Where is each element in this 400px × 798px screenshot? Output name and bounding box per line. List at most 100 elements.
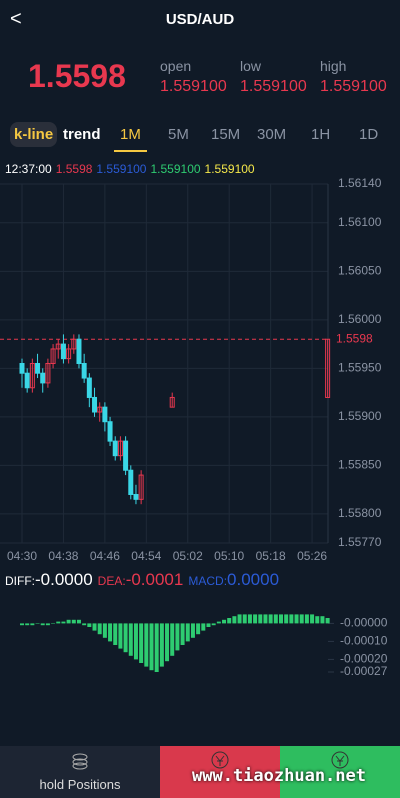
macd-bar [25,623,30,626]
candle-body [97,406,103,413]
macd-bar [289,614,294,624]
x-tick-label: 05:18 [256,549,286,563]
candle-body [35,363,41,374]
x-tick-label: 04:54 [131,549,161,563]
hold-button[interactable]: hold Positions [0,746,160,798]
macd-bar [315,616,320,624]
macd-bar [35,623,40,624]
x-tick-label: 05:10 [214,549,244,563]
candle-body [123,440,129,471]
macd-bar [227,618,232,624]
candle-body [50,348,56,365]
macd-bar [76,619,81,624]
candle-body [133,493,139,500]
hold-label: hold Positions [39,777,121,792]
sell-button[interactable] [160,746,280,798]
macd-bar [154,623,159,672]
info-line: 12:37:00 1.5598 1.559100 1.559100 1.559100 [5,160,259,178]
candle-body [55,343,61,350]
macd-bar [66,619,71,624]
macd-bar [279,614,283,624]
y-tick-label: -0.00000 [340,616,388,630]
candle-body [138,474,144,500]
info-value: 1.5598 [55,162,93,176]
x-tick-label: 04:46 [90,549,120,563]
indicator-value: -0.0001 [125,570,184,589]
chart: 1.56140 1.56100 1.56050 1.56000 1.55950 1.559… [0,176,388,678]
candle-body [19,363,25,374]
stat: low 1.559100 [240,58,307,96]
macd-bar [128,623,133,656]
stat-label: open [160,58,192,74]
tab[interactable]: 30M [257,126,287,143]
macd-bar [139,623,144,663]
macd-bar [56,621,61,624]
candle-body [117,440,123,457]
tab[interactable]: trend [63,126,101,143]
macd-bar [92,623,97,631]
macd-bar [325,618,330,624]
stat-value: 1.559100 [160,78,227,95]
buy-button[interactable] [280,746,400,798]
indicator-label: DIFF: [5,574,35,588]
x-tick-label: 04:38 [48,549,78,563]
y-tick-label: 1.55900 [338,409,382,423]
candle-body [86,377,92,398]
y-tick-label: -0.00020 [340,652,388,666]
candle-body [92,396,98,413]
stat: open 1.559100 [160,58,227,96]
macd-bar [165,623,170,662]
price: 1.5598 [28,58,126,94]
tab[interactable]: 5M [168,126,189,143]
macd-bar [123,623,128,653]
macd-bar [211,623,216,626]
macd-bar [61,621,66,624]
tab[interactable]: k-line [10,122,58,147]
tab[interactable]: 15M [211,126,241,143]
macd-bar [102,623,107,638]
candle-body [102,406,108,423]
candle-body [128,469,134,495]
candle-body [40,372,46,384]
tab[interactable]: 1H [311,126,331,143]
stat-label: low [240,58,262,74]
macd-bar [108,623,113,642]
tab[interactable]: 1D [359,126,379,143]
macd-header: DIFF:-0.0000 DEA:-0.0001 MACD:0.0000 [5,570,284,590]
macd-bar [133,623,138,660]
candle-body [112,440,118,457]
y-tick-label: 1.55850 [338,458,382,472]
indicator-label: MACD: [188,574,228,588]
sell-icon [211,751,229,769]
macd-bar [190,623,195,638]
title: USD/AUD [165,11,235,28]
macd-bar [113,623,118,645]
y-tick-label: 1.56140 [338,176,382,190]
macd-bar [294,614,299,624]
macd-bar [237,614,242,624]
stats: open 1.559100 low 1.559100 high 1.559100 [160,58,400,102]
macd-bar [170,623,175,656]
y-tick-label: 1.55950 [338,361,382,375]
stat: high 1.559100 [320,58,387,96]
info-value: 1.559100 [150,162,201,176]
candle-body [169,396,175,408]
macd-bar [310,614,315,624]
macd-bar [71,619,76,624]
macd-bar [304,614,309,624]
candle-body [71,338,77,350]
macd-bar [144,623,149,667]
indicator-label: DEA: [97,574,126,588]
y-tick-label: -0.00027 [340,664,388,678]
macd-bar [45,623,50,626]
coin-icon [72,753,88,770]
candle-body [66,348,72,360]
macd-bar [196,623,201,635]
buy-icon [331,751,349,769]
stat-value: 1.559100 [240,78,307,95]
back-button[interactable]: < [10,8,22,30]
watermark: www.tiaozhuan.net [192,766,366,786]
y-tick-label: 1.55800 [338,506,382,520]
macd-bar [149,623,154,671]
tab[interactable]: 1M [114,126,147,152]
